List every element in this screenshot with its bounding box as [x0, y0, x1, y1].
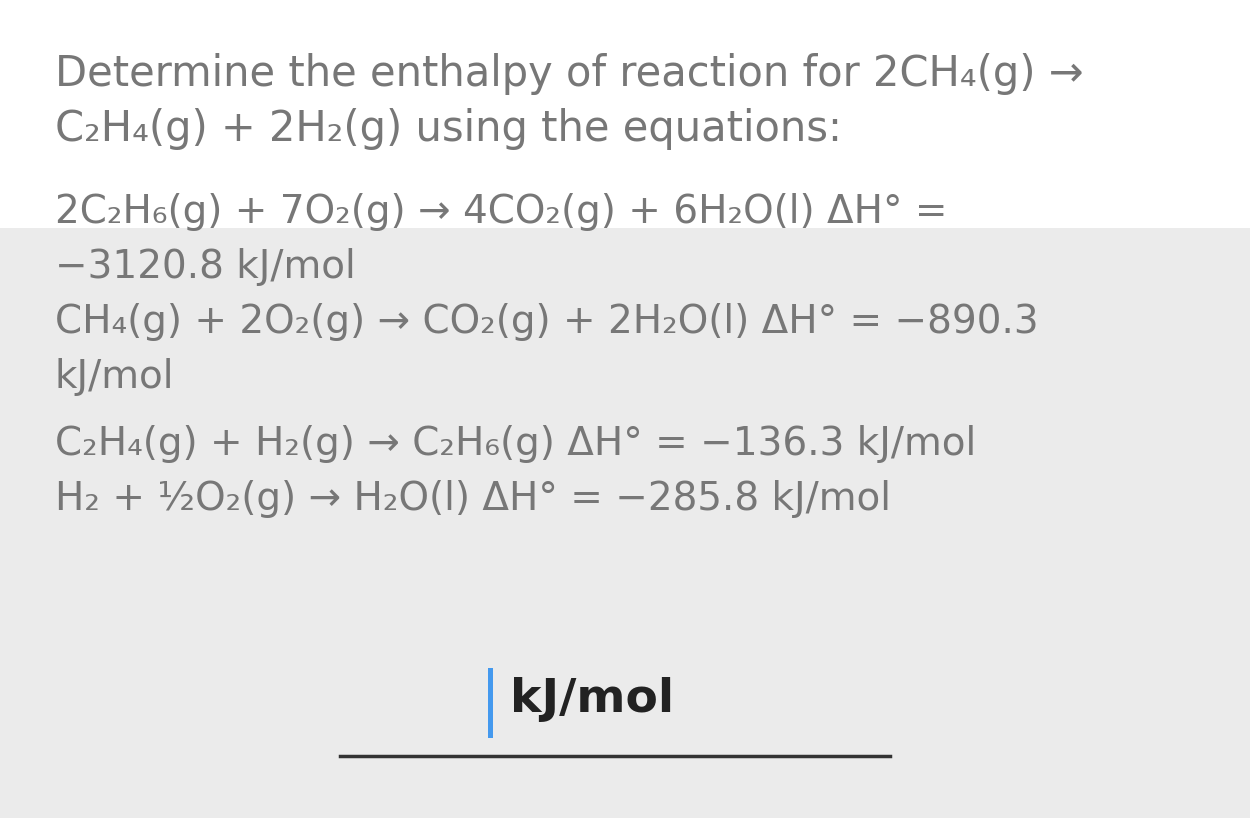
Text: C₂H₄(g) + H₂(g) → C₂H₆(g) ΔH° = −136.3 kJ/mol: C₂H₄(g) + H₂(g) → C₂H₆(g) ΔH° = −136.3 k… — [55, 425, 976, 463]
Bar — [488, 668, 492, 738]
Text: kJ/mol: kJ/mol — [510, 677, 674, 722]
Bar — [0, 228, 1250, 818]
Text: CH₄(g) + 2O₂(g) → CO₂(g) + 2H₂O(l) ΔH° = −890.3: CH₄(g) + 2O₂(g) → CO₂(g) + 2H₂O(l) ΔH° =… — [55, 303, 1039, 341]
Text: C₂H₄(g) + 2H₂(g) using the equations:: C₂H₄(g) + 2H₂(g) using the equations: — [55, 108, 842, 150]
Text: 2C₂H₆(g) + 7O₂(g) → 4CO₂(g) + 6H₂O(l) ΔH° =: 2C₂H₆(g) + 7O₂(g) → 4CO₂(g) + 6H₂O(l) ΔH… — [55, 193, 948, 231]
Bar — [0, 0, 1250, 228]
Text: −3120.8 kJ/mol: −3120.8 kJ/mol — [55, 248, 356, 286]
Text: Determine the enthalpy of reaction for 2CH₄(g) →: Determine the enthalpy of reaction for 2… — [55, 53, 1084, 95]
Text: kJ/mol: kJ/mol — [55, 358, 175, 396]
Text: H₂ + ½O₂(g) → H₂O(l) ΔH° = −285.8 kJ/mol: H₂ + ½O₂(g) → H₂O(l) ΔH° = −285.8 kJ/mol — [55, 480, 891, 518]
